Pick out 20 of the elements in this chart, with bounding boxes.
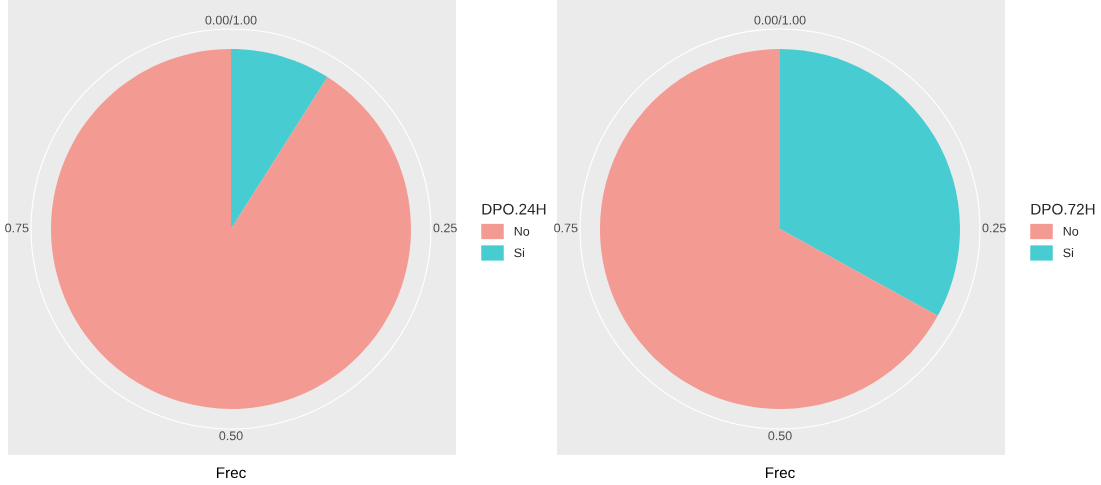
text: 0.00/1.00 — [754, 15, 806, 25]
text: 0.75 — [5, 223, 29, 233]
text: 0.50 — [768, 431, 792, 441]
legend-label: No — [514, 227, 530, 236]
text: 0.25 — [433, 223, 457, 233]
legend-label: Si — [514, 248, 525, 258]
text: 0.75 — [554, 223, 578, 233]
legend-label: No — [1063, 227, 1079, 236]
pie-slice — [51, 49, 411, 409]
legend-label: Si — [1063, 248, 1074, 258]
pie-slice — [780, 49, 960, 316]
text: Frec — [216, 467, 246, 479]
text: 0.00/1.00 — [205, 15, 257, 25]
pie-slice — [231, 49, 328, 229]
text: 0.50 — [219, 431, 243, 441]
text: Frec — [765, 467, 795, 479]
pie-slice — [600, 49, 938, 409]
text: 0.25 — [982, 223, 1006, 233]
legend-title: DPO.24H — [482, 203, 546, 215]
legend-title: DPO.72H — [1031, 203, 1095, 215]
